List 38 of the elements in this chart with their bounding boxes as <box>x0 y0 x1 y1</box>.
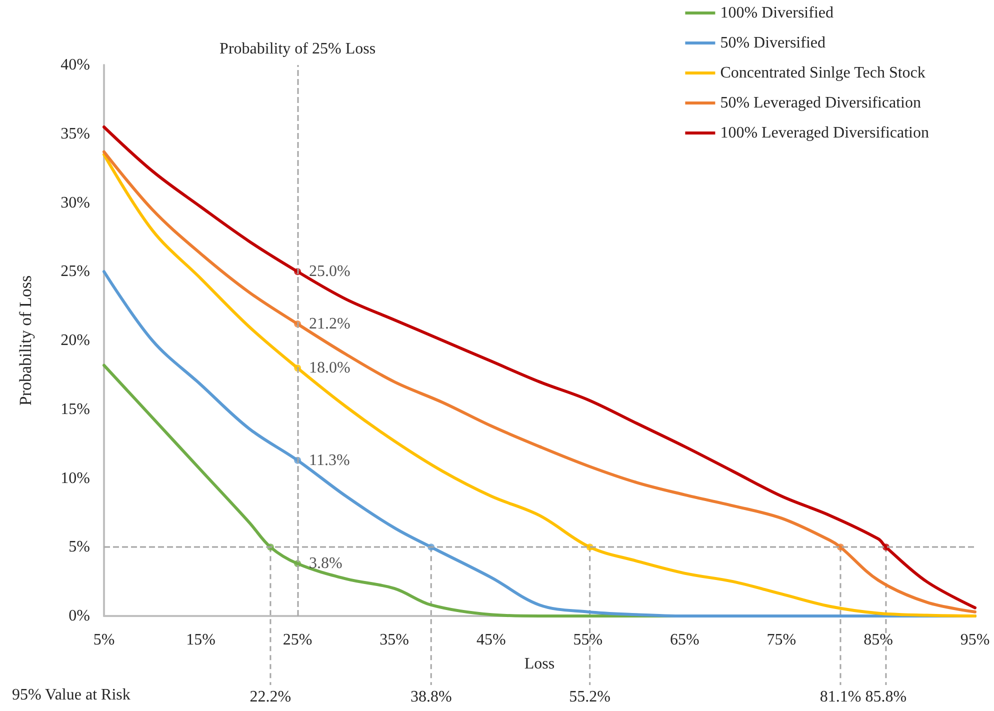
x-axis-title: Loss <box>524 656 555 672</box>
y-tick-label: 10% <box>60 470 90 487</box>
y-tick-label: 5% <box>68 538 90 556</box>
x-tick-label: 5% <box>93 632 115 648</box>
data-label: 25.0% <box>309 263 350 280</box>
legend-label: Concentrated Sinlge Tech Stock <box>720 64 926 82</box>
y-tick-label: 15% <box>60 400 90 418</box>
annotation: 55.2% <box>569 688 610 706</box>
annotation: 81.1% <box>820 688 862 706</box>
x-tick-label: 35% <box>380 632 409 648</box>
ref-line-label: Probability of 25% Loss <box>220 40 376 58</box>
text: 95% Value at Risk <box>12 686 130 704</box>
x-tick-label: 55% <box>573 632 603 648</box>
annotation: 38.8% <box>410 688 452 706</box>
x-tick-label: 75% <box>766 632 796 648</box>
legend-label: 100% Diversified <box>720 4 834 22</box>
x-tick-label: 15% <box>186 632 216 648</box>
data-label: 21.2% <box>309 315 350 332</box>
y-tick-label: 40% <box>60 56 90 74</box>
x-tick-label: 85% <box>864 632 893 648</box>
x-tick-label: 95% <box>960 632 990 648</box>
data-label: 18.0% <box>309 360 350 377</box>
data-label: 3.8% <box>309 555 342 572</box>
x-tick-label: 45% <box>476 632 506 648</box>
legend-label: 50% Diversified <box>720 34 826 52</box>
annotation: 22.2% <box>250 688 292 706</box>
data-label: 11.3% <box>309 452 350 469</box>
y-tick-label: 30% <box>60 194 90 212</box>
y-tick-label: 0% <box>68 608 90 624</box>
x-tick-label: 65% <box>670 632 700 648</box>
legend-label: 50% Leveraged Diversification <box>720 94 922 112</box>
x-tick-label: 25% <box>282 632 312 648</box>
annotation: 85.8% <box>865 688 907 706</box>
y-tick-label: 20% <box>60 332 90 349</box>
y-tick-label: 25% <box>60 263 90 280</box>
y-axis-title: Probability of Loss <box>16 275 35 406</box>
legend-label: 100% Leveraged Diversification <box>720 124 930 142</box>
y-tick-label: 35% <box>60 125 90 142</box>
